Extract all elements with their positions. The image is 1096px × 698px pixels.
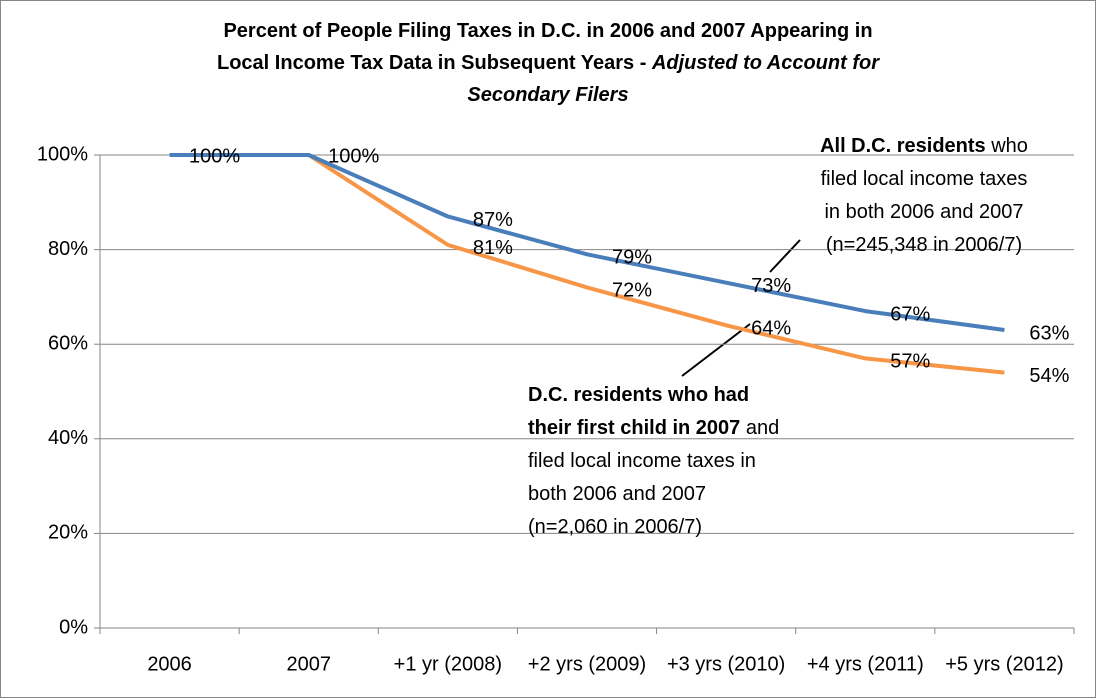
- text-segment: filed local income taxes: [821, 168, 1028, 190]
- text-segment: Secondary Filers: [467, 84, 628, 106]
- text-segment: who: [986, 135, 1028, 157]
- chart_data.annotations.1.lines-line: filed local income taxes in: [528, 450, 756, 472]
- data-label: 81%: [473, 237, 513, 259]
- text-segment: in both 2006 and 2007: [824, 201, 1023, 223]
- chart-title-line: Percent of People Filing Taxes in D.C. i…: [223, 20, 872, 42]
- data-label: 100%: [328, 145, 379, 167]
- text-segment: Adjusted to Account for: [651, 52, 880, 74]
- text-segment: Local Income Tax Data in Subsequent Year…: [217, 52, 652, 74]
- callout-line: [769, 239, 801, 273]
- data-label: 63%: [1029, 322, 1069, 344]
- x-tick-label: +4 yrs (2011): [807, 653, 924, 675]
- data-label: 87%: [473, 209, 513, 231]
- data-label: 73%: [751, 275, 791, 297]
- chart_data.annotations.1.lines-line: D.C. residents who had: [528, 384, 749, 406]
- text-segment: D.C. residents who had: [528, 384, 749, 406]
- chart_data.annotations.1.lines-line: (n=2,060 in 2006/7): [528, 516, 702, 538]
- text-segment: their first child in 2007: [528, 417, 740, 439]
- text-segment: both 2006 and 2007: [528, 483, 706, 505]
- data-label: 57%: [890, 351, 930, 373]
- text-segment: (n=245,348 in 2006/7): [826, 234, 1022, 256]
- chart_data.annotations.0.lines-line: All D.C. residents who: [820, 135, 1028, 157]
- chart_data.annotations.1.lines-line: both 2006 and 2007: [528, 483, 706, 505]
- y-tick-label: 100%: [37, 143, 88, 165]
- data-label: 100%: [189, 145, 240, 167]
- x-tick-label: +3 yrs (2010): [667, 653, 785, 675]
- chart_data.annotations.1.lines-line: their first child in 2007 and: [528, 417, 779, 439]
- chart-title-line: Local Income Tax Data in Subsequent Year…: [217, 52, 880, 74]
- text-segment: Percent of People Filing Taxes in D.C. i…: [223, 20, 872, 42]
- data-label: 79%: [612, 247, 652, 269]
- y-tick-label: 80%: [48, 238, 88, 260]
- y-tick-label: 60%: [48, 332, 88, 354]
- data-label: 64%: [751, 318, 791, 340]
- y-tick-label: 0%: [59, 616, 88, 638]
- x-tick-label: 2006: [147, 653, 192, 675]
- series-line: [169, 153, 1005, 332]
- text-segment: and: [740, 417, 779, 439]
- chart-title-line: Secondary Filers: [467, 84, 628, 106]
- text-segment: (n=2,060 in 2006/7): [528, 516, 702, 538]
- chart_data.annotations.0.lines-line: filed local income taxes: [821, 168, 1028, 190]
- data-label: 72%: [612, 280, 652, 302]
- y-tick-label: 40%: [48, 427, 88, 449]
- data-label: 54%: [1029, 365, 1069, 387]
- chart_data.annotations.0.lines-line: in both 2006 and 2007: [824, 201, 1023, 223]
- chart_data.annotations.0.lines-line: (n=245,348 in 2006/7): [826, 234, 1022, 256]
- text-segment: filed local income taxes in: [528, 450, 756, 472]
- text-segment: All D.C. residents: [820, 135, 986, 157]
- x-tick-label: +1 yr (2008): [394, 653, 502, 675]
- callout-line: [681, 323, 751, 377]
- y-tick-label: 20%: [48, 522, 88, 544]
- x-tick-label: +5 yrs (2012): [945, 653, 1063, 675]
- x-tick-label: +2 yrs (2009): [528, 653, 646, 675]
- data-label: 67%: [890, 303, 930, 325]
- x-tick-label: 2007: [286, 653, 331, 675]
